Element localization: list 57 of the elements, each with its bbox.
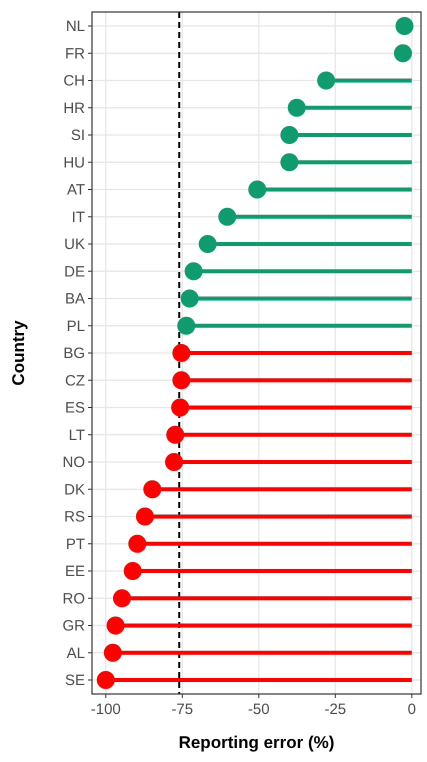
- point: [143, 480, 162, 498]
- y-axis-title: Country: [9, 320, 28, 386]
- y-tick-label: UK: [64, 236, 85, 253]
- y-tick-label: HU: [63, 154, 85, 172]
- y-tick-label: DK: [64, 481, 85, 498]
- point: [106, 616, 125, 634]
- y-tick-label: AT: [66, 182, 85, 198]
- point: [218, 208, 236, 226]
- point: [248, 180, 266, 198]
- y-tick-label: SE: [64, 672, 85, 689]
- point: [198, 235, 217, 253]
- x-tick-label: -25: [324, 701, 346, 718]
- y-tick-label: AL: [66, 644, 85, 662]
- y-tick-label: GR: [62, 618, 86, 634]
- point: [280, 126, 298, 144]
- y-tick-label: DE: [64, 263, 85, 280]
- y-tick-label: RS: [64, 508, 85, 526]
- point: [177, 316, 196, 335]
- point: [128, 534, 146, 553]
- point: [112, 589, 131, 608]
- point: [280, 153, 298, 172]
- point: [184, 262, 203, 280]
- y-tick-label: HR: [63, 100, 86, 117]
- y-tick-label: EE: [64, 563, 85, 580]
- y-tick-label: PT: [66, 536, 85, 553]
- y-tick-label: BG: [63, 345, 85, 362]
- point: [172, 371, 190, 390]
- y-tick-label: CZ: [65, 372, 85, 390]
- y-tick-label: LT: [68, 426, 85, 444]
- y-tick-label: NO: [62, 454, 85, 471]
- point: [104, 644, 122, 662]
- point: [180, 290, 199, 308]
- y-tick-label: ES: [64, 400, 85, 416]
- point: [136, 508, 154, 526]
- point: [96, 671, 115, 689]
- point: [317, 72, 336, 90]
- x-tick-label: -100: [90, 701, 121, 718]
- x-axis-title: Reporting error (%): [178, 733, 334, 752]
- point: [171, 398, 190, 416]
- y-tick-label: IT: [72, 208, 85, 226]
- point: [166, 426, 184, 444]
- y-tick-label: SI: [70, 127, 85, 144]
- y-tick-label: NL: [66, 18, 85, 35]
- point: [394, 44, 412, 62]
- y-tick-label: FR: [65, 45, 86, 62]
- point: [395, 17, 414, 35]
- x-tick-label: 0: [408, 701, 416, 718]
- point: [288, 98, 306, 117]
- y-tick-label: CH: [63, 72, 85, 90]
- y-tick-label: BA: [64, 290, 85, 308]
- point: [172, 344, 190, 362]
- point: [124, 562, 142, 580]
- y-tick-label: RO: [62, 590, 85, 608]
- x-tick-label: -50: [248, 701, 270, 718]
- point: [165, 453, 184, 471]
- y-tick-label: PL: [66, 318, 85, 335]
- x-tick-label: -75: [171, 701, 194, 718]
